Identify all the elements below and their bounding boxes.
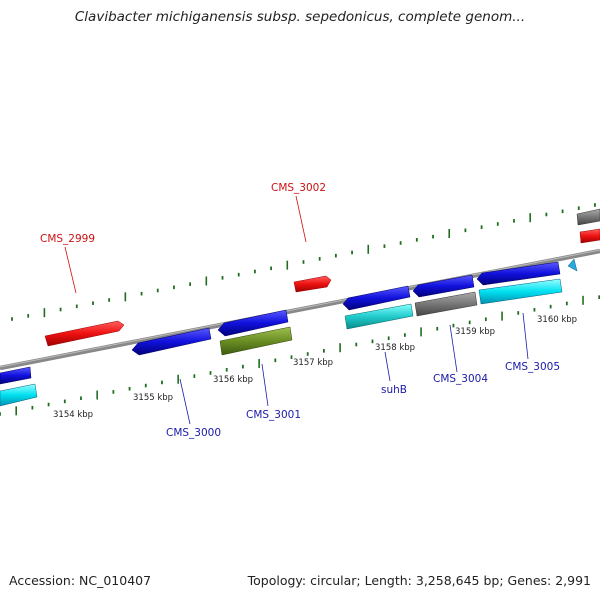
label-cms-3002[interactable]: CMS_3002 bbox=[271, 182, 326, 194]
gene-left-cyan[interactable] bbox=[0, 383, 38, 407]
label-cms-2999[interactable]: CMS_2999 bbox=[40, 233, 95, 245]
gene-cms-3001-a[interactable] bbox=[217, 309, 289, 337]
scale-label-3159: 3159 kbp bbox=[455, 327, 495, 337]
gene-blue-mid[interactable] bbox=[342, 285, 411, 311]
gene-suhb[interactable] bbox=[344, 303, 414, 330]
scale-label-3154: 3154 kbp bbox=[53, 410, 93, 420]
forward-tick-track bbox=[11, 203, 596, 321]
accession-text: Accession: NC_010407 bbox=[9, 573, 152, 588]
scale-label-3155: 3155 kbp bbox=[133, 393, 173, 403]
gene-grey-right[interactable] bbox=[576, 208, 600, 226]
gene-blue-c[interactable] bbox=[476, 261, 561, 286]
gene-blue-b[interactable] bbox=[412, 274, 475, 298]
gene-cms-3002[interactable] bbox=[293, 275, 332, 293]
gene-labels: CMS_2999 CMS_3002 CMS_3000 CMS_3001 suhB… bbox=[40, 182, 560, 439]
label-leaders bbox=[64, 195, 529, 425]
gene-cms-3005[interactable] bbox=[478, 278, 563, 305]
gene-cms-3001-b[interactable] bbox=[219, 326, 293, 356]
gene-cms-3004[interactable] bbox=[414, 291, 478, 317]
scale-label-3158: 3158 kbp bbox=[375, 343, 415, 353]
scale-label-3156: 3156 kbp bbox=[213, 375, 253, 385]
label-cms-3004[interactable]: CMS_3004 bbox=[433, 373, 488, 385]
map-title: Clavibacter michiganensis subsp. sepedon… bbox=[74, 9, 526, 25]
genome-stats-text: Topology: circular; Length: 3,258,645 bp… bbox=[247, 573, 591, 588]
gene-cms-3000[interactable] bbox=[131, 327, 212, 356]
gene-red-right[interactable] bbox=[579, 228, 600, 244]
scale-label-3157: 3157 kbp bbox=[293, 358, 333, 368]
gene-left-blue[interactable] bbox=[0, 366, 32, 385]
reverse-genes-row2 bbox=[0, 278, 563, 407]
scale-labels: 3154 kbp 3155 kbp 3156 kbp 3157 kbp 3158… bbox=[53, 315, 577, 420]
reverse-genes bbox=[0, 258, 578, 385]
label-suhb[interactable]: suhB bbox=[381, 384, 407, 396]
scale-label-3160: 3160 kbp bbox=[537, 315, 577, 325]
genome-backbone bbox=[0, 248, 600, 371]
gene-cyan-tip[interactable] bbox=[567, 258, 578, 272]
label-cms-3000[interactable]: CMS_3000 bbox=[166, 427, 221, 439]
label-cms-3001[interactable]: CMS_3001 bbox=[246, 409, 301, 421]
forward-genes bbox=[44, 208, 600, 347]
label-cms-3005[interactable]: CMS_3005 bbox=[505, 361, 560, 373]
reverse-tick-track bbox=[0, 295, 600, 416]
gene-cms-2999[interactable] bbox=[44, 320, 125, 347]
